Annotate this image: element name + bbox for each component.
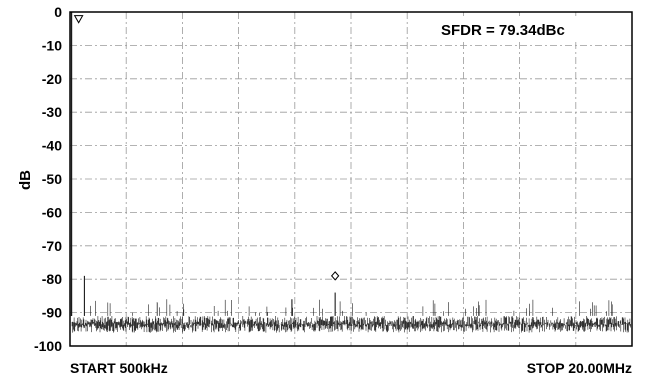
spectrum-trace (70, 12, 631, 333)
y-tick-label: -60 (42, 204, 62, 220)
x-stop-label: STOP 20.00MHz (527, 360, 632, 376)
y-tick-label: 0 (54, 4, 62, 20)
y-tick-label: -40 (42, 138, 62, 154)
y-tick-label: -30 (42, 104, 62, 120)
y-tick-label: -20 (42, 71, 62, 87)
noise-peaks (90, 299, 613, 316)
sfdr-annotation: SFDR = 79.34dBc (441, 22, 565, 39)
x-start-label: START 500kHz (70, 360, 168, 376)
y-tick-label: -80 (42, 271, 62, 287)
plot-frame (69, 11, 633, 347)
markers (73, 15, 340, 281)
y-tick-labels: 0 -10 -20 -30 -40 -50 -60 -70 -80 -90 -100 (34, 4, 62, 354)
noise-floor (71, 316, 631, 333)
annotation-box (435, 16, 620, 42)
y-axis-title: dB (17, 170, 34, 190)
triangle-marker-icon (73, 15, 84, 24)
y-tick-label: -10 (42, 37, 62, 53)
grid-lines (70, 12, 632, 346)
y-tick-label: -70 (42, 238, 62, 254)
y-tick-label: -50 (42, 171, 62, 187)
y-tick-label: -90 (42, 305, 62, 321)
diamond-marker-icon (330, 271, 340, 281)
y-tick-label: -100 (34, 338, 62, 354)
